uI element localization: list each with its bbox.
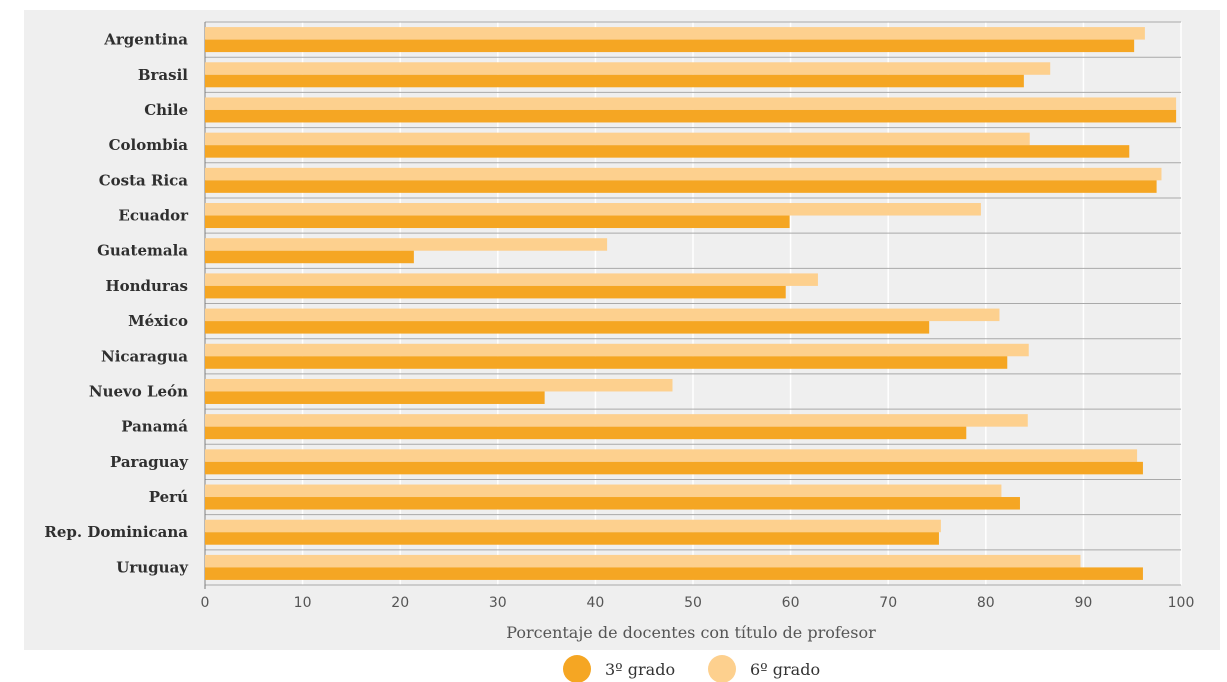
category-label: Rep. Dominicana [44, 523, 188, 541]
bar-6-grado [205, 449, 1138, 462]
bar-3-grado [205, 74, 1024, 88]
bar-6-grado [205, 97, 1177, 110]
bar-3-grado [205, 532, 939, 545]
category-label: Nuevo León [89, 382, 188, 400]
bar-6-grado [205, 27, 1145, 40]
category-label: Colombia [109, 136, 189, 154]
category-label: Paraguay [110, 453, 189, 471]
bar-6-grado [205, 414, 1028, 427]
bar-6-grado [205, 238, 608, 251]
bars [205, 27, 1177, 580]
category-label: Costa Rica [99, 171, 189, 189]
bar-3-grado [205, 250, 414, 264]
x-tick-labels: 0 10 20 30 40 50 60 70 80 90 100 [201, 595, 1195, 611]
bar-6-grado [205, 519, 941, 533]
bar-3-grado [205, 109, 1177, 123]
category-label: Honduras [105, 277, 188, 295]
bar-3-grado [205, 215, 790, 229]
bar-3-grado [205, 321, 930, 334]
bar-3-grado [205, 567, 1143, 580]
x-tick-label: 30 [489, 595, 507, 611]
bar-3-grado [205, 39, 1135, 53]
x-tick-label: 60 [782, 595, 800, 611]
category-label: Brasil [138, 66, 188, 84]
bar-6-grado [205, 167, 1162, 181]
bar-6-grado [205, 203, 981, 216]
x-tick-label: 80 [977, 595, 995, 611]
x-tick-label: 20 [391, 595, 409, 611]
x-tick-label: 10 [294, 595, 312, 611]
bar-3-grado [205, 461, 1143, 475]
bar-3-grado [205, 180, 1157, 193]
bar-3-grado [205, 356, 1008, 369]
category-label: Uruguay [116, 558, 189, 576]
x-tick-label: 70 [879, 595, 897, 611]
bar-6-grado [205, 273, 818, 286]
legend-label: 3º grado [605, 660, 675, 679]
category-label: Guatemala [97, 242, 188, 260]
bar-6-grado [205, 132, 1030, 146]
bar-6-grado [205, 308, 1000, 322]
legend: 3º grado 6º grado [563, 655, 820, 682]
category-label: Nicaragua [101, 347, 188, 365]
category-label: Perú [149, 488, 188, 506]
bar-6-grado [205, 343, 1029, 357]
category-label: México [128, 312, 188, 330]
bar-6-grado [205, 62, 1051, 75]
x-axis-title: Porcentaje de docentes con título de pro… [506, 623, 876, 642]
x-tick-label: 40 [586, 595, 604, 611]
bar-3-grado [205, 497, 1020, 510]
legend-swatch [708, 655, 736, 682]
bar-6-grado [205, 484, 1002, 498]
bar-3-grado [205, 285, 786, 299]
category-label: Chile [144, 101, 188, 119]
bar-3-grado [205, 426, 967, 440]
category-label: Panamá [121, 418, 188, 436]
category-label: Ecuador [118, 207, 189, 225]
x-tick-label: 0 [201, 595, 210, 611]
legend-swatch [563, 655, 591, 682]
x-tick-label: 100 [1168, 595, 1195, 611]
x-tick-label: 50 [684, 595, 702, 611]
bar-3-grado [205, 391, 545, 404]
bar-6-grado [205, 378, 673, 392]
bar-6-grado [205, 554, 1081, 568]
legend-label: 6º grado [750, 660, 820, 679]
bar-3-grado [205, 145, 1130, 158]
x-tick-label: 90 [1074, 595, 1092, 611]
category-labels: Argentina Brasil Chile Colombia Costa Rica Ec… [44, 31, 189, 577]
category-label: Argentina [103, 31, 188, 49]
